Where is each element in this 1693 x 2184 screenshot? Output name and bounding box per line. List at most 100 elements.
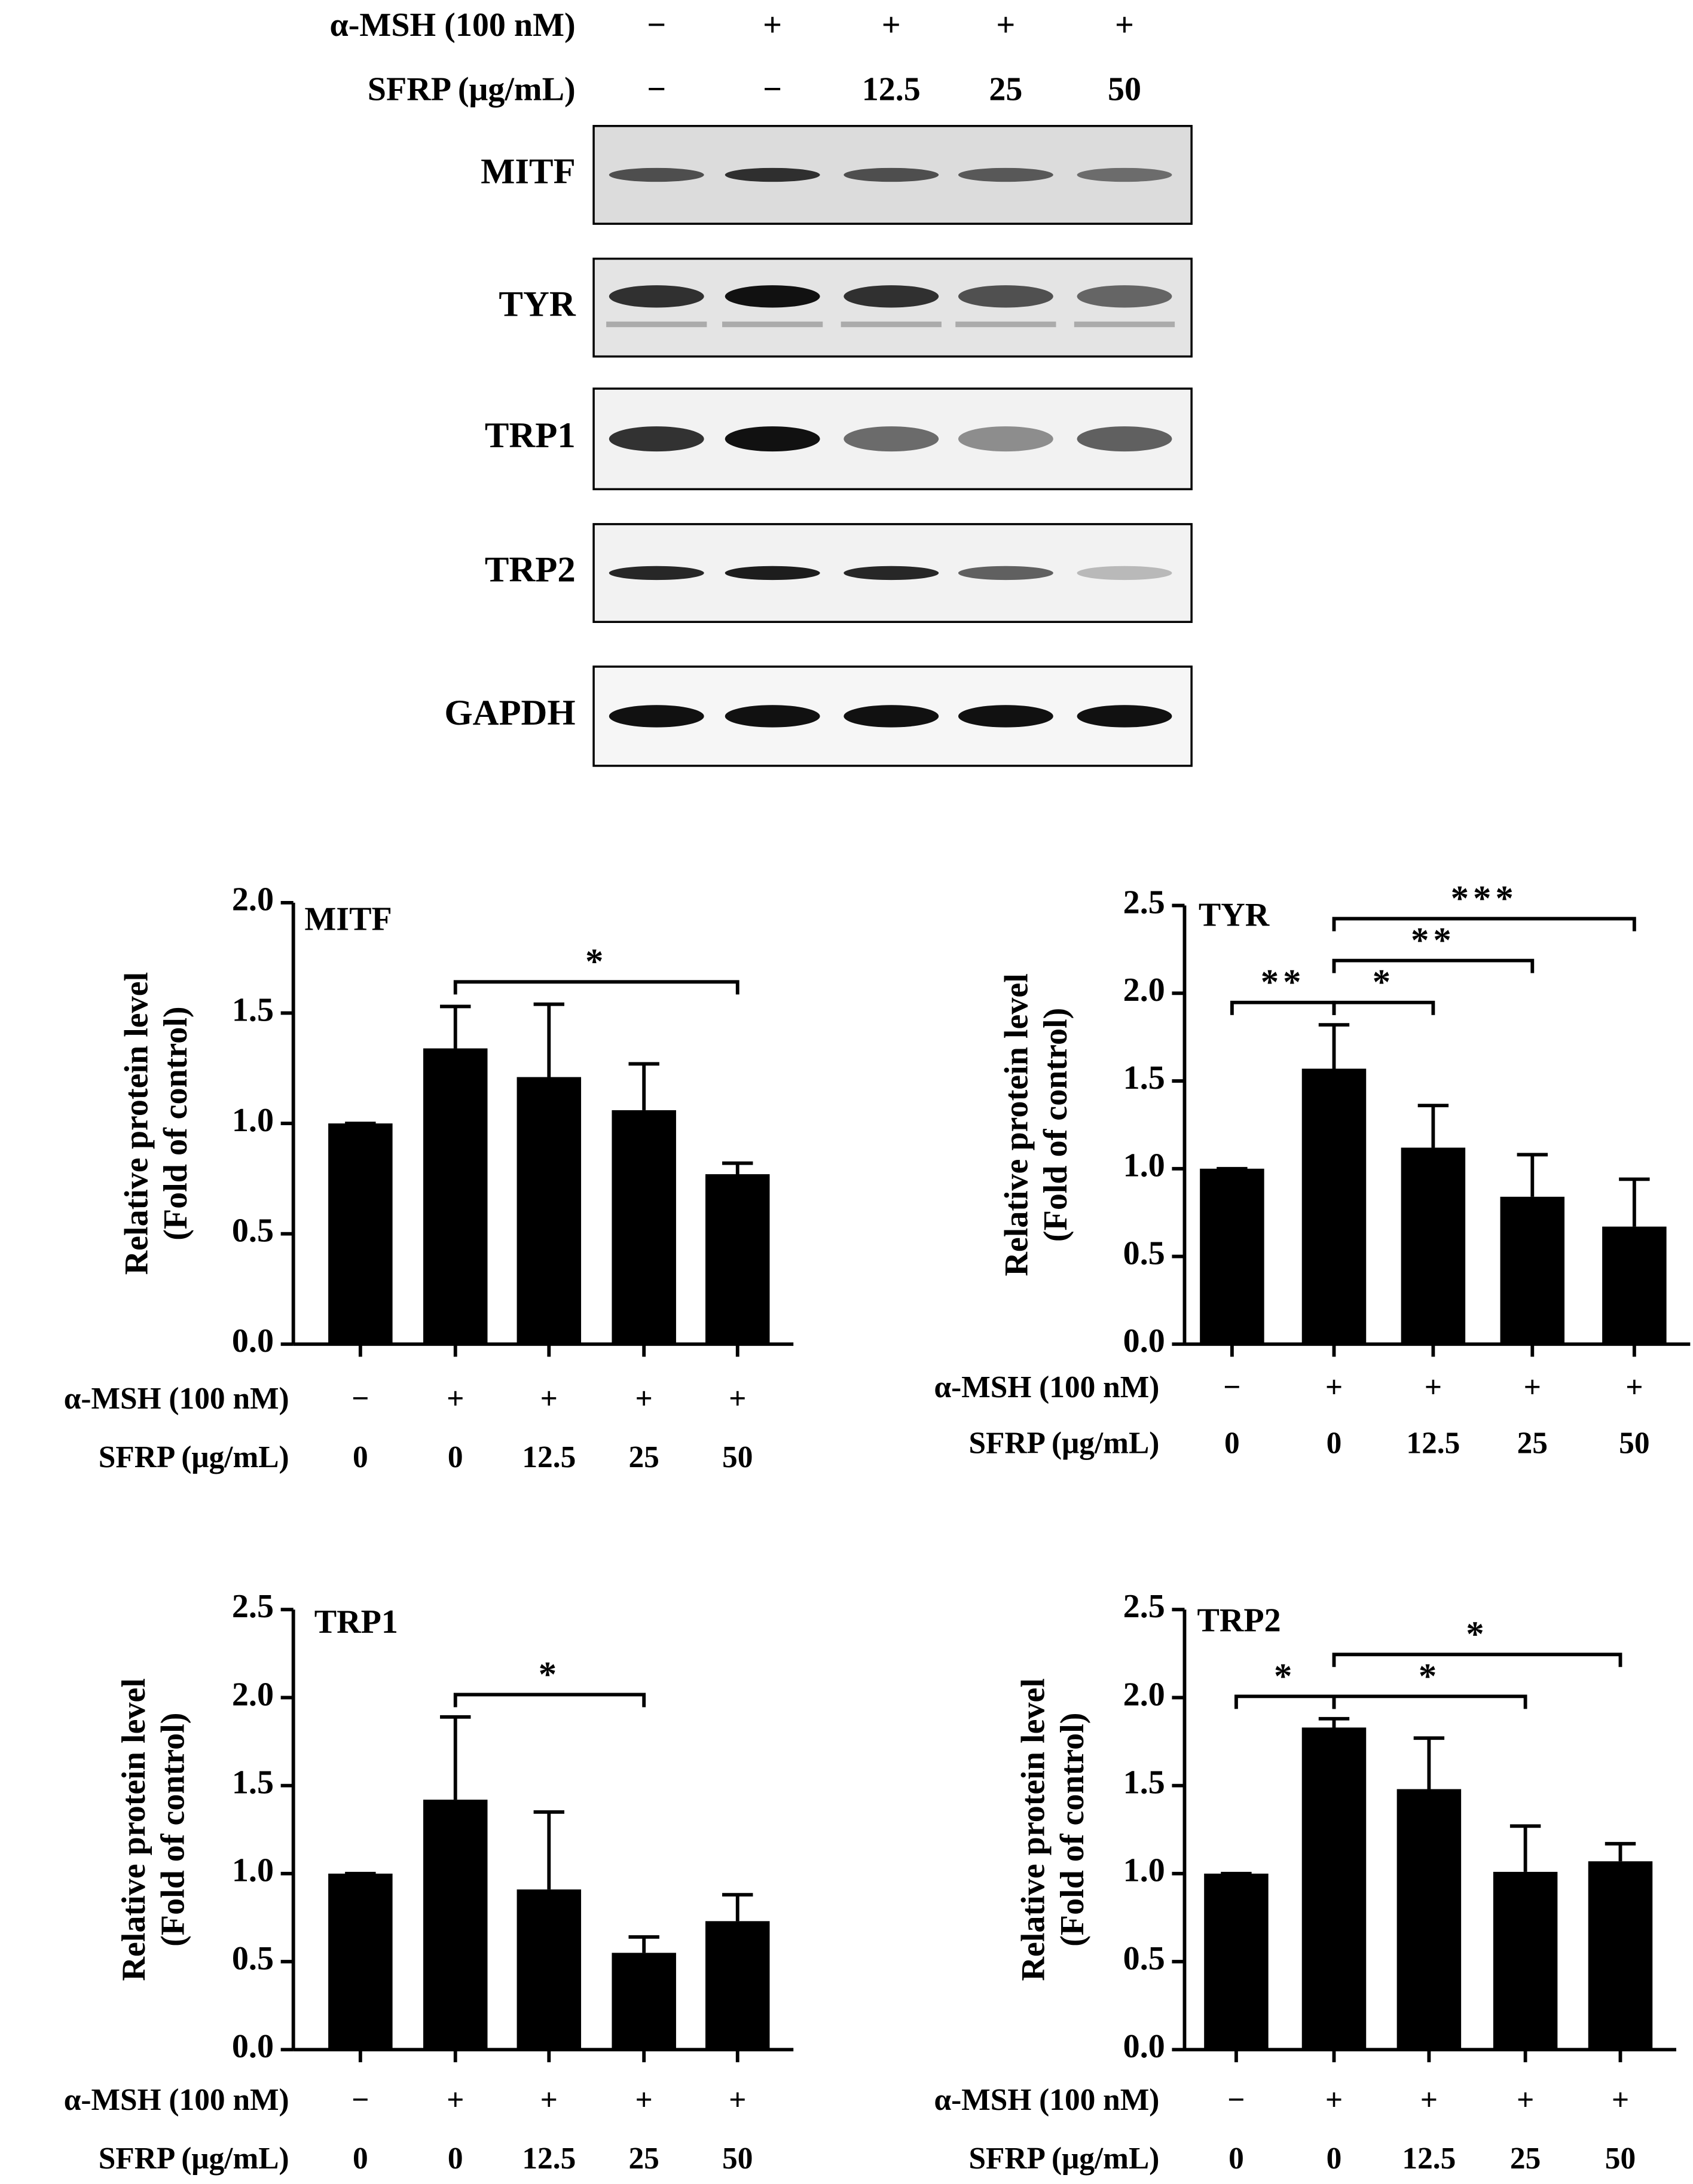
x-row-value: + — [729, 2083, 746, 2117]
error-bar — [1417, 1104, 1449, 1148]
y-tick-label: 2.5 — [1123, 884, 1165, 921]
blot-band — [844, 285, 939, 308]
blot-band — [958, 566, 1053, 581]
x-row-value: 0 — [1229, 2142, 1244, 2176]
bar — [1396, 1789, 1462, 2050]
x-row-value: + — [729, 1382, 746, 1416]
bar — [1588, 1861, 1653, 2050]
bar — [423, 1048, 488, 1345]
x-row-value: 0 — [353, 1440, 368, 1474]
y-tick-label: 0.5 — [1123, 1940, 1165, 1977]
y-tick-label: 2.0 — [232, 881, 274, 918]
blot-band — [609, 167, 704, 182]
y-tick-label: 1.0 — [232, 1102, 274, 1139]
y-tick-label: 2.0 — [232, 1676, 274, 1713]
blot-band — [609, 285, 704, 308]
error-bar — [1619, 1177, 1650, 1227]
bar — [423, 1800, 488, 2050]
blot-band — [958, 167, 1053, 182]
blot-row-label: α-MSH (100 nM) — [329, 7, 575, 44]
y-tick-label: 0.5 — [232, 1940, 274, 1977]
blot-faint-band — [955, 321, 1056, 328]
significance-bracket — [1230, 1000, 1336, 1015]
x-row-value: + — [1325, 2083, 1343, 2117]
significance-label: * — [1466, 1614, 1488, 1654]
x-row-label: SFRP (μg/mL) — [99, 2142, 289, 2176]
error-bar — [628, 1935, 659, 1953]
blot-band — [844, 426, 939, 452]
bar — [1500, 1196, 1565, 1345]
y-axis-label: (Fold of control) — [1054, 1713, 1091, 1947]
y-tick-label: 2.0 — [1123, 972, 1165, 1009]
x-row-value: 25 — [628, 1440, 659, 1474]
error-bar — [440, 1004, 471, 1049]
y-tick-label: 0.5 — [1123, 1235, 1165, 1272]
x-row-label: α-MSH (100 nM) — [64, 2083, 289, 2117]
significance-bracket — [453, 1693, 646, 1708]
x-row-value: + — [447, 1382, 464, 1416]
blot-row-value: 25 — [989, 71, 1022, 108]
y-tick-label: 2.5 — [232, 1588, 274, 1625]
x-row-value: + — [447, 2083, 464, 2117]
x-row-value: 0 — [448, 2142, 463, 2176]
x-row-value: + — [1425, 1370, 1442, 1404]
y-tick-label: 1.5 — [232, 1764, 274, 1801]
error-bar — [1605, 1841, 1636, 1862]
blot-band — [1077, 426, 1172, 452]
x-row-value: + — [1625, 1370, 1643, 1404]
bar — [1301, 1068, 1367, 1345]
bar-chart: 0.0 0.5 1.0 1.5 2.0 2.5 TRP2 Relative protein l… — [934, 1588, 1676, 2176]
error-bar — [1318, 1023, 1350, 1069]
significance-bracket — [1332, 917, 1636, 931]
significance-bracket — [1332, 1000, 1435, 1015]
chart-title: TYR — [1199, 896, 1270, 933]
x-row-value: 25 — [1517, 1427, 1548, 1461]
blot-row-value: + — [763, 7, 782, 44]
blot-row-value: 50 — [1108, 71, 1141, 108]
x-row-value: + — [1612, 2083, 1629, 2117]
x-row-value: 0 — [1327, 1427, 1342, 1461]
x-row-value: + — [635, 1382, 653, 1416]
blot-faint-band — [606, 321, 707, 328]
bar — [1493, 1871, 1558, 2050]
error-bar — [722, 1893, 753, 1922]
blot-row-value: + — [882, 7, 901, 44]
blot-box — [592, 257, 1193, 358]
error-bar — [533, 1810, 564, 1890]
blot-band — [1077, 705, 1172, 728]
blot-band — [1077, 566, 1172, 581]
blot-band — [725, 705, 820, 728]
x-row-value: + — [1420, 2083, 1438, 2117]
blot-row-value: + — [1115, 7, 1134, 44]
significance-label: * — [539, 1654, 561, 1694]
significance-label: * — [1274, 1656, 1296, 1696]
blot-row-label: SFRP (μg/mL) — [368, 71, 576, 108]
blot-band-label: MITF — [481, 151, 576, 191]
y-tick-label: 2.5 — [1123, 1588, 1165, 1625]
blot-faint-band — [1074, 321, 1175, 328]
x-row-value: + — [540, 1382, 558, 1416]
y-axis-label: (Fold of control) — [157, 1006, 194, 1240]
significance-label: ** — [1411, 921, 1456, 961]
bar — [517, 1077, 582, 1345]
bar — [517, 1889, 582, 2050]
significance-bracket — [1332, 958, 1535, 973]
x-row-value: 25 — [628, 2142, 659, 2176]
y-tick-label: 1.0 — [1123, 1852, 1165, 1889]
bar — [328, 1873, 393, 2050]
bar — [1602, 1226, 1667, 1345]
error-bar — [722, 1161, 753, 1174]
chart-title: TRP1 — [314, 1603, 398, 1641]
significance-label: ** — [1261, 963, 1306, 1003]
significance-bracket — [1234, 1694, 1336, 1709]
x-row-value: + — [1325, 1370, 1343, 1404]
blot-faint-band — [841, 321, 942, 328]
y-tick-label: 1.0 — [232, 1852, 274, 1889]
error-bar — [628, 1062, 659, 1110]
chart-title: TRP2 — [1197, 1602, 1281, 1639]
x-row-label: SFRP (μg/mL) — [968, 2142, 1159, 2176]
x-row-value: + — [540, 2083, 558, 2117]
y-tick-label: 1.5 — [1123, 1764, 1165, 1801]
